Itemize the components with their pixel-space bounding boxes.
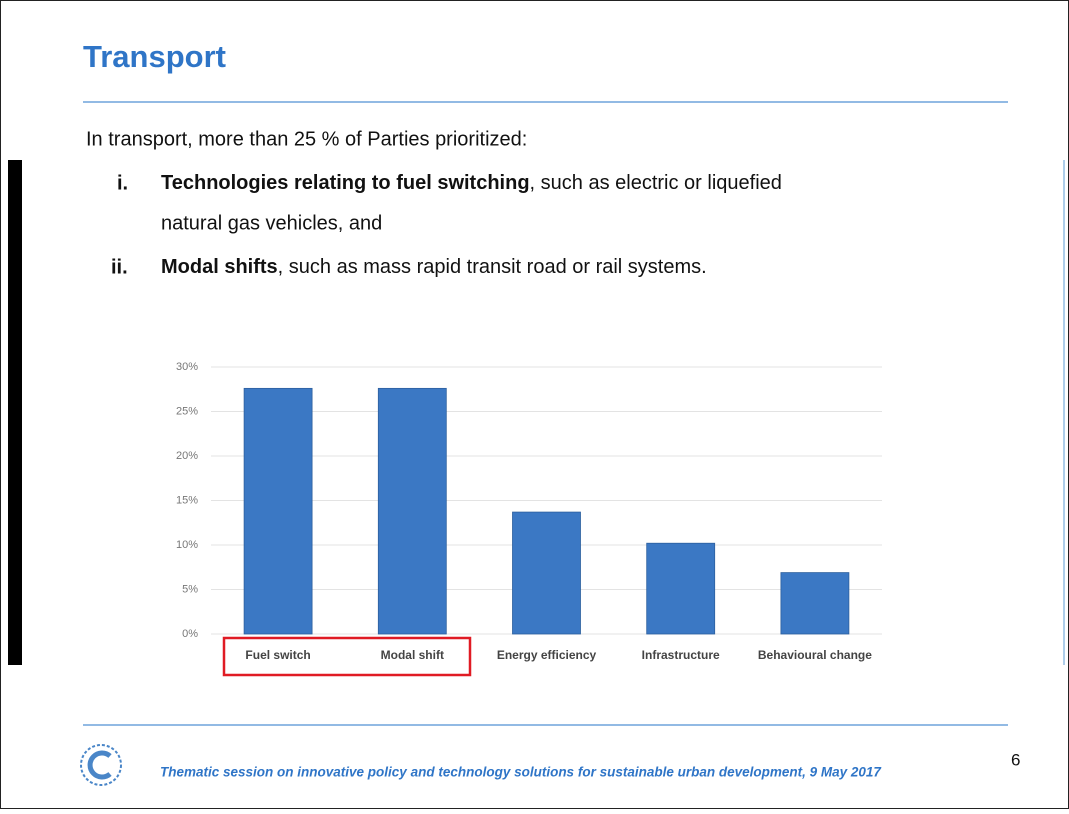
logo-ring bbox=[80, 744, 122, 786]
bar bbox=[243, 387, 313, 635]
bullet-bold: Technologies relating to fuel switching bbox=[161, 172, 530, 194]
bar bbox=[646, 542, 716, 635]
bar bbox=[512, 511, 581, 635]
x-tick-label: Behavioural change bbox=[758, 648, 872, 662]
page-number: 6 bbox=[1011, 750, 1020, 769]
y-tick-label: 15% bbox=[176, 494, 198, 506]
bullet-rest: , such as electric or liquefied bbox=[530, 172, 782, 194]
y-tick-label: 30% bbox=[176, 361, 198, 373]
title: Transport bbox=[83, 39, 226, 74]
chart: 0% 5% 10% 15% 20% 25% 30% Fuel switch Modal shif… bbox=[176, 361, 882, 662]
bullet-text: Modal shifts, such as mass rapid transit… bbox=[161, 256, 707, 278]
x-tick-label: Energy efficiency bbox=[497, 648, 597, 662]
bullet-rest: , such as mass rapid transit road or rai… bbox=[278, 256, 707, 278]
numeral: i. bbox=[117, 172, 128, 194]
x-tick-label: Infrastructure bbox=[642, 648, 720, 662]
bar bbox=[780, 572, 850, 635]
logo-c bbox=[87, 750, 112, 780]
y-tick-label: 0% bbox=[182, 628, 198, 640]
y-tick-label: 10% bbox=[176, 539, 198, 551]
numeral: ii. bbox=[111, 256, 128, 278]
bullet-text: natural gas vehicles, and bbox=[161, 212, 382, 234]
highlight-box bbox=[222, 636, 472, 677]
y-tick-label: 20% bbox=[176, 450, 198, 462]
y-tick-label: 25% bbox=[176, 405, 198, 417]
left-bar bbox=[8, 160, 22, 665]
x-tick-label: Modal shift bbox=[381, 648, 444, 662]
intro: In transport, more than 25 % of Parties … bbox=[86, 128, 527, 150]
y-tick-label: 5% bbox=[182, 583, 198, 595]
logo bbox=[80, 744, 122, 786]
bullet-text: Technologies relating to fuel switching,… bbox=[161, 172, 782, 194]
x-tick-label: Fuel switch bbox=[245, 648, 310, 662]
bar bbox=[377, 387, 447, 635]
footer-text: Thematic session on innovative policy an… bbox=[160, 765, 882, 780]
bullet-bold: Modal shifts bbox=[161, 256, 278, 278]
